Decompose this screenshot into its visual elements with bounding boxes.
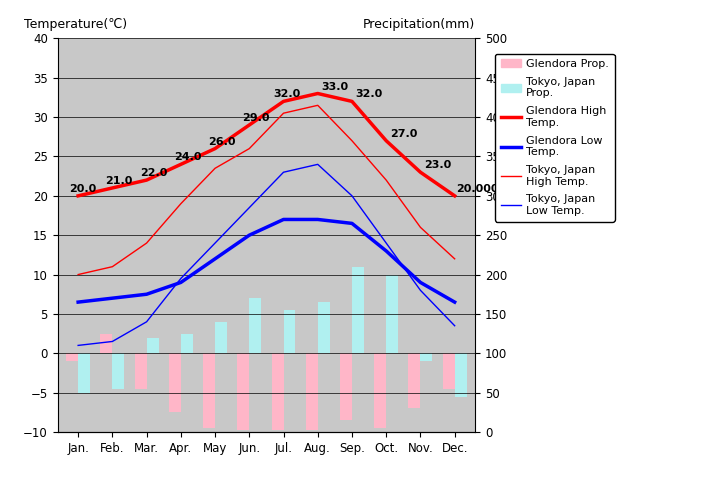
Bar [181,334,193,353]
Bar [249,298,261,353]
Bar [147,337,158,353]
Bar [318,302,330,353]
Bar [306,353,318,431]
Text: 20.000: 20.000 [456,184,499,194]
Text: Precipitation(mm): Precipitation(mm) [363,18,475,31]
Bar [386,275,398,353]
Bar [238,353,249,431]
Bar [352,267,364,353]
Text: 24.0: 24.0 [174,153,202,162]
Bar [454,353,467,396]
Bar [374,353,386,428]
Bar [408,353,420,408]
Text: 32.0: 32.0 [274,89,300,99]
Bar [169,353,181,412]
Text: 27.0: 27.0 [390,129,417,139]
Bar [66,353,78,361]
Text: 20.0: 20.0 [70,184,96,194]
Bar [340,353,352,420]
Text: 21.0: 21.0 [106,176,133,186]
Bar [135,353,147,389]
Legend: Glendora Prop., Tokyo, Japan
Prop., Glendora High
Temp., Glendora Low
Temp., Tok: Glendora Prop., Tokyo, Japan Prop., Glen… [495,54,615,222]
Bar [215,322,227,353]
Bar [100,334,112,353]
Text: 23.0: 23.0 [424,160,451,170]
Bar [112,353,125,389]
Text: 26.0: 26.0 [208,137,235,147]
Bar [203,353,215,428]
Bar [271,353,284,431]
Text: 29.0: 29.0 [243,113,270,123]
Bar [443,353,454,389]
Bar [420,353,433,361]
Bar [284,310,295,353]
Text: 22.0: 22.0 [140,168,167,178]
Text: 32.0: 32.0 [356,89,382,99]
Bar [78,353,90,393]
Text: 33.0: 33.0 [321,82,348,92]
Text: Temperature(℃): Temperature(℃) [24,18,127,31]
